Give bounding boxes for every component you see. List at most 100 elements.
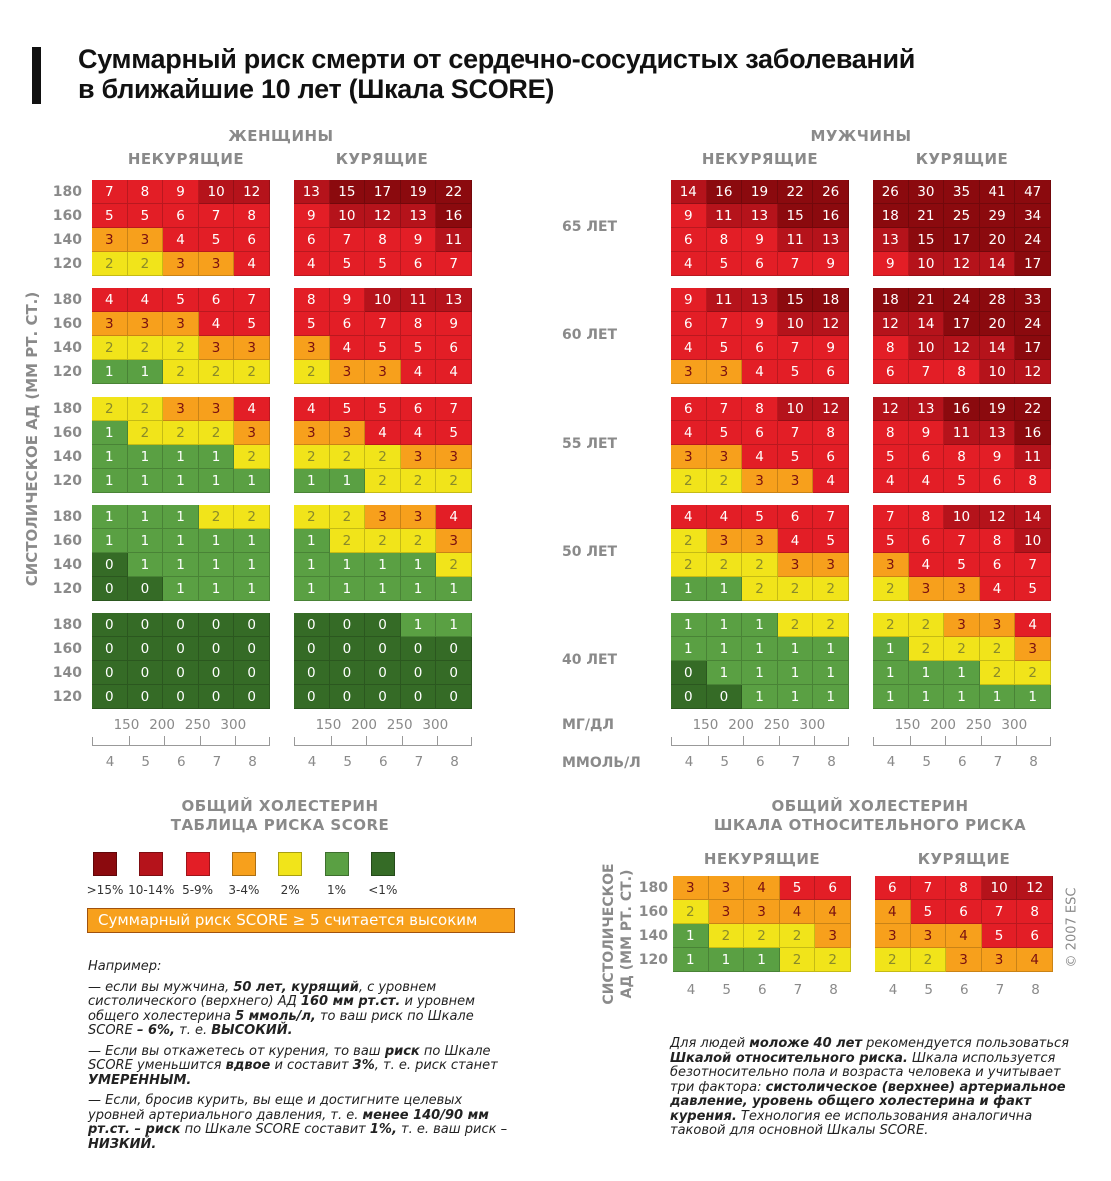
risk-cell: 7 xyxy=(365,312,401,336)
risk-cell: 5 xyxy=(706,421,743,445)
mgdl-tick-label: 150 xyxy=(692,717,719,733)
risk-cell: 8 xyxy=(400,312,437,336)
bold-text: 50 лет, курящий xyxy=(233,979,359,995)
risk-cell: 1 xyxy=(742,685,778,709)
tick-mark xyxy=(437,736,439,745)
tick-mark xyxy=(128,736,130,745)
risk-cell: 11 xyxy=(944,421,980,445)
risk-cell: 8 xyxy=(706,228,743,252)
text-segment: , т. е. риск станет xyxy=(374,1058,498,1073)
mmol-tick-label: 4 xyxy=(886,754,896,770)
risk-cell: 0 xyxy=(163,685,199,709)
risk-cell: 15 xyxy=(329,180,366,204)
risk-cell: 13 xyxy=(979,421,1016,445)
risk-cell: 2 xyxy=(979,637,1016,661)
bold-text: риск xyxy=(384,1043,420,1059)
risk-cell: 24 xyxy=(1015,228,1051,252)
risk-cell: 8 xyxy=(1017,900,1053,924)
risk-cell: 2 xyxy=(365,469,401,493)
risk-cell: 4 xyxy=(742,360,778,384)
risk-cell: 13 xyxy=(813,228,849,252)
risk-cell: 9 xyxy=(436,312,472,336)
risk-cell: 3 xyxy=(234,336,270,360)
risk-cell: 2 xyxy=(779,948,816,972)
men-smokers-grid: 18 21 24 28 33 12 14 17 20 24 8 10 12 14 17 6 7 8 10 12 xyxy=(873,288,1051,384)
risk-cell: 1 xyxy=(234,577,270,601)
example-paragraph: — если вы мужчина, 50 лет, курящий, с ур… xyxy=(88,979,520,1039)
risk-cell: 3 xyxy=(815,924,851,948)
risk-cell: 13 xyxy=(436,288,472,312)
risk-cell: 3 xyxy=(910,924,947,948)
risk-cell: 3 xyxy=(946,948,982,972)
bp-row-label: 160 xyxy=(52,208,82,224)
risk-cell: 17 xyxy=(944,228,980,252)
mmol-tick-label: 8 xyxy=(450,754,459,770)
risk-cell: 1 xyxy=(873,637,909,661)
legend-label: <1% xyxy=(368,883,398,897)
risk-cell: 8 xyxy=(873,421,909,445)
risk-cell: 5 xyxy=(436,421,472,445)
mmol-tick-label: 8 xyxy=(1031,982,1040,998)
bp-row-label: 160 xyxy=(52,641,82,657)
risk-cell: 1 xyxy=(92,445,128,469)
risk-cell: 4 xyxy=(671,336,707,360)
risk-cell: 1 xyxy=(92,529,128,553)
risk-cell: 6 xyxy=(329,312,366,336)
risk-cell: 13 xyxy=(400,204,437,228)
mmol-tick-label: 6 xyxy=(960,982,969,998)
risk-cell: 0 xyxy=(127,685,164,709)
bold-text: 160 мм рт.ст. xyxy=(300,994,401,1009)
risk-cell: 6 xyxy=(815,876,851,900)
risk-cell: 12 xyxy=(1017,876,1053,900)
risk-cell: 12 xyxy=(234,180,270,204)
risk-cell: 2 xyxy=(92,336,128,360)
mgdl-tick-label: 300 xyxy=(422,717,449,733)
risk-cell: 1 xyxy=(127,360,164,384)
risk-cell: 6 xyxy=(1017,924,1053,948)
risk-cell: 3 xyxy=(673,876,709,900)
risk-cell: 29 xyxy=(979,204,1016,228)
risk-cell: 6 xyxy=(671,228,707,252)
risk-cell: 6 xyxy=(163,204,199,228)
men-header: МУЖЧИНЫ xyxy=(810,127,912,145)
tick-mark xyxy=(401,736,403,745)
risk-cell: 10 xyxy=(365,288,401,312)
risk-cell: 0 xyxy=(234,685,270,709)
risk-cell: 4 xyxy=(873,469,909,493)
risk-cell: 2 xyxy=(329,505,366,529)
risk-cell: 13 xyxy=(908,397,945,421)
risk-cell: 3 xyxy=(875,924,911,948)
risk-cell: 4 xyxy=(329,336,366,360)
risk-cell: 7 xyxy=(908,360,945,384)
risk-cell: 5 xyxy=(873,445,909,469)
risk-cell: 7 xyxy=(777,421,814,445)
risk-cell: 5 xyxy=(329,252,366,276)
relative-smokers-header: КУРЯЩИЕ xyxy=(917,850,1011,868)
text-segment: и составит xyxy=(270,1058,353,1073)
example-intro: Например: xyxy=(88,959,162,974)
risk-cell: 0 xyxy=(92,613,128,637)
mgdl-tick-label: 200 xyxy=(930,717,956,733)
risk-cell: 20 xyxy=(979,228,1016,252)
legend-label: 1% xyxy=(326,883,347,897)
risk-cell: 2 xyxy=(777,613,814,637)
risk-cell: 3 xyxy=(365,505,401,529)
risk-cell: 4 xyxy=(1017,948,1053,972)
risk-cell: 1 xyxy=(944,661,980,685)
bp-row-labels: 180 160 140 120 xyxy=(638,876,668,972)
risk-cell: 2 xyxy=(329,445,366,469)
bold-text: вдвое xyxy=(225,1058,271,1073)
risk-cell: 7 xyxy=(873,505,909,529)
bp-row-label: 180 xyxy=(52,184,82,200)
tick-mark xyxy=(707,736,709,745)
risk-cell: 0 xyxy=(400,637,437,661)
mmol-tick-label: 5 xyxy=(343,754,352,770)
risk-cell: 0 xyxy=(671,661,707,685)
risk-cell: 3 xyxy=(436,445,472,469)
risk-cell: 0 xyxy=(294,637,330,661)
bp-row-label: 140 xyxy=(52,449,82,465)
risk-cell: 1 xyxy=(908,685,945,709)
